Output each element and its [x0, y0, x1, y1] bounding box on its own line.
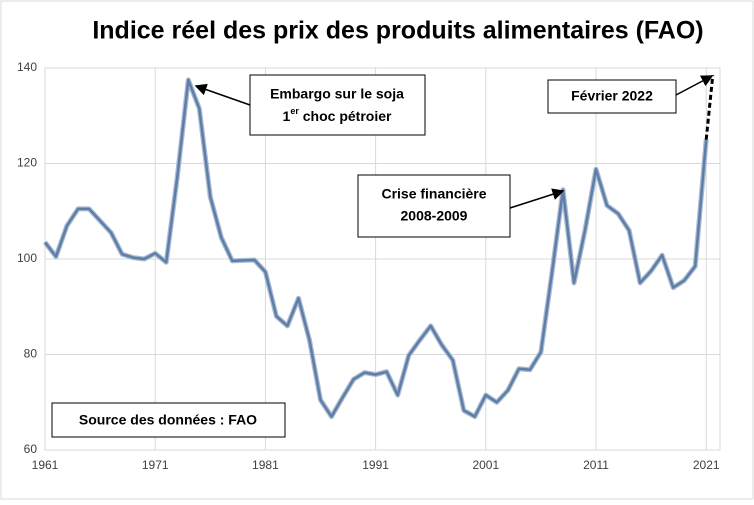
x-tick-label: 1981	[252, 458, 279, 472]
annotation: choc pétroier	[299, 108, 392, 124]
line	[44, 78, 708, 418]
y-tick-label: 100	[17, 251, 37, 265]
x-tick-label: 1991	[362, 458, 389, 472]
annotation: 2008-2009	[401, 208, 468, 224]
arrow	[675, 75, 714, 96]
source: Source des données : FAO	[79, 412, 257, 428]
source-box	[51, 402, 286, 438]
x-tick-label: 2001	[472, 458, 499, 472]
annotation: 1	[283, 108, 291, 124]
plot-border	[44, 67, 721, 451]
annotation: Embargo sur le soja	[270, 86, 404, 102]
annotation: Crise financière	[381, 186, 486, 202]
x-tick-label: 1971	[142, 458, 169, 472]
y-tick-label: 120	[17, 156, 37, 170]
arrow	[194, 83, 251, 106]
chart-title: Indice réel des prix des produits alimen…	[92, 17, 703, 45]
x-tick-label: 2011	[583, 458, 609, 472]
annotation: Février 2022	[571, 88, 653, 104]
y-tick-label: 140	[17, 60, 37, 74]
y-tick-label: 60	[24, 442, 38, 456]
annotation-box	[547, 79, 677, 114]
x-tick-label: 2021	[693, 458, 720, 472]
annotation-box	[249, 74, 426, 136]
projection-line	[704, 75, 715, 140]
annotation: 1er choc pétroier	[283, 106, 392, 123]
annotation-box	[357, 174, 511, 238]
annotation: er	[290, 106, 299, 116]
arrow	[509, 188, 565, 209]
y-tick-label: 80	[24, 347, 38, 361]
x-tick-label: 1961	[32, 458, 59, 472]
